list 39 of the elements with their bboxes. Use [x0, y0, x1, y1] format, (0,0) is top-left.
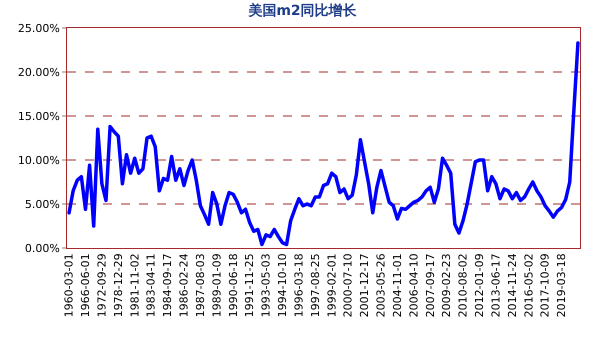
- x-tick-label: 2012-01-09: [473, 253, 486, 318]
- x-tick-label: 1996-03-18: [292, 253, 306, 318]
- x-tick-label: 2014-11-24: [506, 253, 519, 318]
- y-tick-label: 0.00%: [24, 242, 60, 255]
- x-tick-label: 1986-02-24: [178, 253, 191, 318]
- x-tick-label: 1990-06-18: [226, 253, 240, 318]
- x-tick-label: 1966-06-01: [79, 253, 92, 318]
- x-tick-label: 1984-09-17: [161, 253, 174, 318]
- x-tick-label: 2006-04-10: [407, 253, 420, 318]
- x-tick-label: 1960-03-01: [62, 253, 76, 318]
- x-tick-label: 2016-05-02: [522, 253, 536, 318]
- x-tick-label: 1978-12-29: [112, 253, 125, 318]
- y-tick-label: 25.00%: [18, 22, 60, 35]
- chart-title: 美国m2同比增长: [247, 2, 358, 19]
- x-tick-label: 1972-09-29: [95, 253, 108, 318]
- x-tick-label: 2019-03-18: [555, 253, 568, 318]
- x-tick-label: 1981-11-02: [128, 253, 142, 318]
- x-tick-label: 2017-10-09: [538, 253, 552, 318]
- x-tick-label: 2010-08-02: [456, 253, 470, 318]
- x-tick-label: 2004-11-01: [390, 253, 404, 318]
- y-tick-label: 5.00%: [24, 198, 60, 211]
- y-tick-label: 15.00%: [18, 110, 60, 123]
- x-tick-label: 2001-12-17: [358, 253, 372, 318]
- x-tick-label: 2003-05-26: [374, 253, 388, 318]
- x-tick-label: 1997-08-25: [308, 253, 322, 318]
- x-tick-label: 2007-09-17: [424, 253, 437, 318]
- x-tick-label: 1994-10-10: [276, 253, 290, 318]
- x-tick-label: 2013-06-17: [489, 253, 502, 318]
- x-tick-label: 2000-07-10: [342, 253, 355, 318]
- y-tick-label: 10.00%: [18, 154, 60, 167]
- line-series: [67, 41, 580, 246]
- y-tick-label: 20.00%: [18, 66, 60, 79]
- x-tick-label: 1987-08-03: [194, 253, 207, 318]
- x-tick-label: 2009-02-23: [440, 253, 454, 318]
- x-tick-label: 1991-11-25: [243, 253, 256, 318]
- x-tick-label: 1999-02-01: [325, 253, 338, 318]
- x-tick-label: 1983-04-11: [144, 253, 158, 318]
- x-tick-label: 1993-05-03: [260, 253, 273, 318]
- x-tick-label: 1989-01-09: [210, 253, 224, 318]
